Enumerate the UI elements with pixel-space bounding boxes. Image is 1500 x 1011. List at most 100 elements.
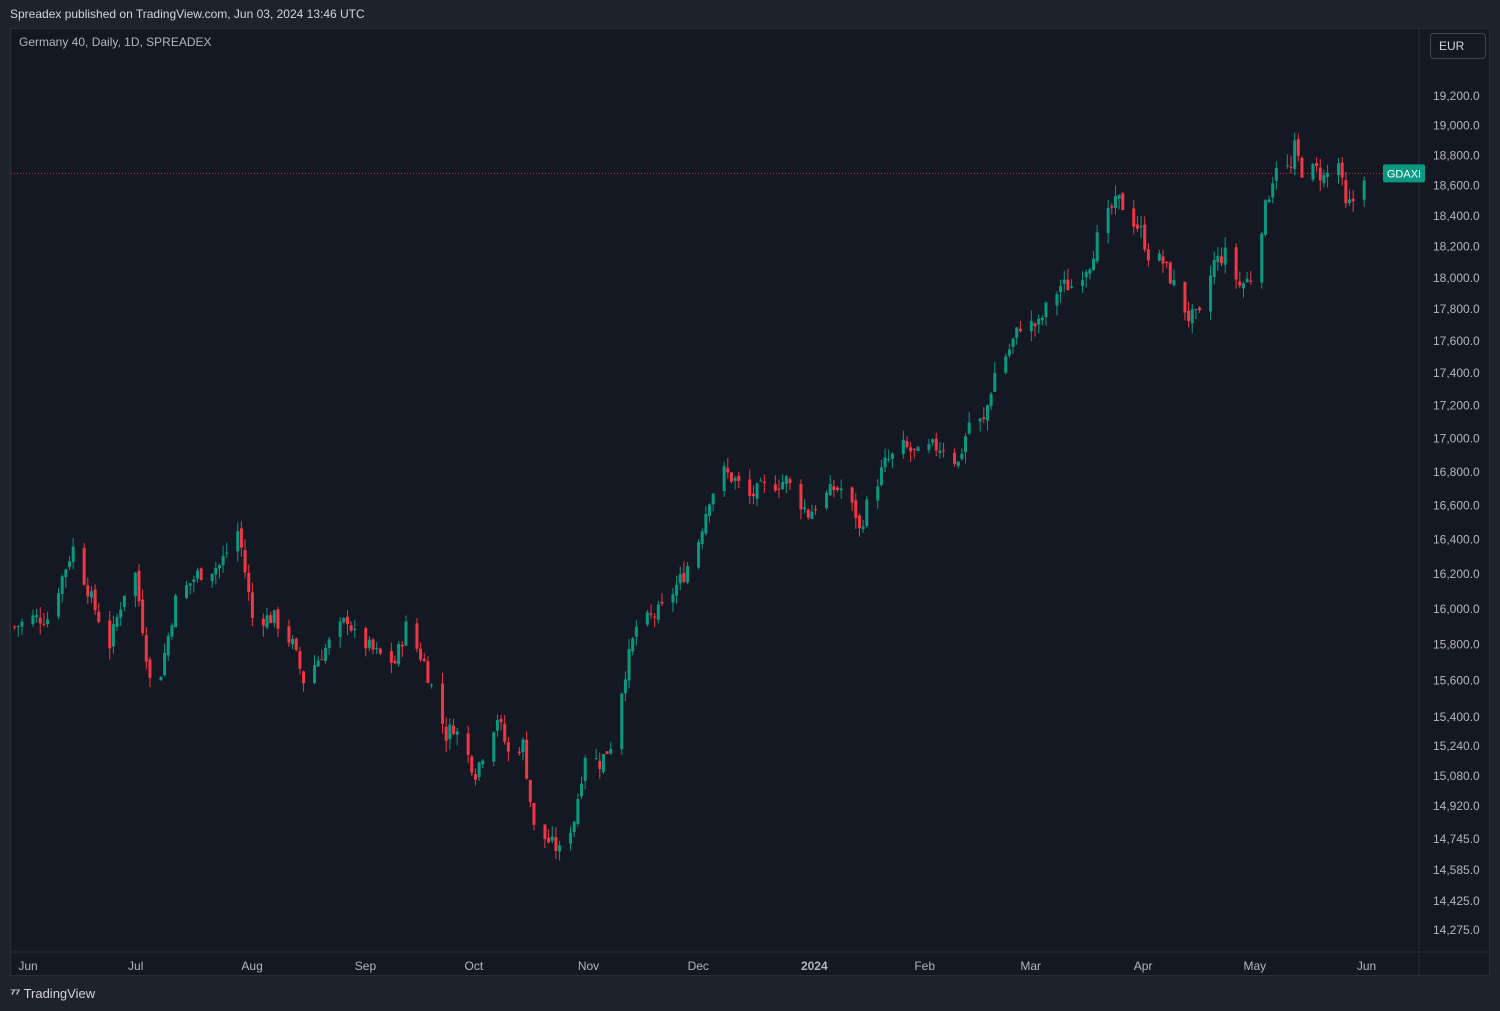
candle-body [810, 511, 814, 519]
candle-body [836, 487, 840, 490]
candle-body [978, 418, 982, 422]
price-tick-label: 15,080.0 [1433, 769, 1480, 783]
candle-body [726, 468, 730, 473]
candle-body [371, 639, 375, 650]
candle-body [349, 625, 353, 631]
candle-body [887, 459, 891, 461]
currency-button[interactable]: EUR [1430, 33, 1486, 59]
candle-body [569, 832, 573, 844]
candle-body [825, 492, 829, 509]
time-tick-label: Aug [241, 959, 262, 973]
candle-body [876, 486, 880, 501]
candle-body [799, 484, 803, 510]
candle-body [13, 626, 17, 628]
candlestick-chart[interactable]: 19,200.0 19,000.0 18,800.0 18,600.0 18,400.0… [11, 29, 1491, 977]
price-tick-label: 16,000.0 [1433, 602, 1480, 616]
candle-body [1044, 302, 1048, 318]
symbol-legend[interactable]: Germany 40, Daily, 1D, SPREADEX [19, 35, 212, 49]
candle-body [1362, 180, 1366, 200]
candle-body [269, 615, 273, 624]
candle-body [594, 758, 598, 760]
brand-label: TradingView [23, 985, 96, 1001]
candle-body [1029, 321, 1033, 332]
candle-body [748, 479, 752, 496]
candle-body [1095, 232, 1099, 262]
candle-body [905, 441, 909, 447]
candle-body [247, 572, 251, 593]
candle-body [170, 625, 174, 637]
price-tick-label: 14,425.0 [1433, 894, 1480, 908]
candle-body [353, 628, 357, 630]
candle-body [1267, 199, 1271, 203]
price-tick-label: 18,600.0 [1433, 178, 1480, 192]
candle-body [1121, 193, 1125, 211]
chart-panel[interactable]: 19,200.0 19,000.0 18,800.0 18,600.0 18,400.0… [10, 28, 1491, 977]
candle-body [272, 610, 276, 623]
price-tick-label: 17,200.0 [1433, 399, 1480, 413]
candle-body [422, 658, 426, 662]
candle-body [452, 725, 456, 735]
candle-body [729, 472, 733, 482]
candle-body [298, 651, 302, 669]
candle-body [86, 585, 90, 597]
candle-body [188, 583, 192, 586]
candle-body [634, 626, 638, 637]
candle-body [649, 613, 653, 616]
candle-body [1220, 256, 1224, 264]
candle-body [364, 628, 368, 649]
candle-body [697, 542, 701, 568]
footer: ⁷⁷ TradingView [10, 985, 95, 1001]
candle-body [1135, 224, 1139, 229]
candle-body [250, 592, 254, 618]
symbol-badge-label: GDAXI [1387, 168, 1421, 180]
candle-body [623, 679, 627, 694]
candle-body [492, 732, 496, 762]
candle-body [137, 570, 141, 602]
candle-body [1084, 272, 1088, 278]
candle-body [1165, 261, 1169, 264]
candle-body [755, 483, 759, 499]
candle-body [517, 751, 521, 754]
candle-body [302, 671, 306, 684]
candle-body [1351, 198, 1355, 202]
candle-body [20, 621, 24, 627]
time-tick-label: Jul [128, 959, 143, 973]
candle-body [759, 480, 763, 482]
candle-body [773, 484, 777, 491]
candle-body [1271, 183, 1275, 198]
candle-body [214, 568, 218, 575]
tradingview-logo-icon[interactable]: ⁷⁷ [10, 985, 21, 1001]
candle-body [1092, 258, 1096, 271]
candle-body [956, 461, 960, 466]
candle-body [901, 439, 905, 454]
price-tick-label: 18,400.0 [1433, 209, 1480, 223]
candle-body [1015, 327, 1019, 339]
candle-body [16, 626, 20, 628]
candle-body [1066, 279, 1070, 291]
candle-body [174, 595, 178, 628]
candle-body [960, 453, 964, 459]
candle-body [404, 621, 408, 646]
candle-body [631, 638, 635, 652]
candle-body [108, 620, 112, 649]
candle-body [1172, 280, 1176, 286]
candle-body [115, 617, 119, 627]
candle-body [931, 439, 935, 443]
candle-body [967, 422, 971, 434]
candle-body [1018, 328, 1022, 332]
candle-body [159, 677, 163, 681]
candle-body [111, 624, 115, 647]
candle-body [558, 845, 562, 852]
candle-body [927, 444, 931, 450]
time-tick-label: Jun [1357, 959, 1376, 973]
candle-body [60, 576, 64, 594]
candle-body [243, 549, 247, 573]
candle-body [1260, 233, 1264, 283]
price-tick-label: 16,800.0 [1433, 465, 1480, 479]
candle-body [1315, 163, 1319, 166]
candle-body [148, 659, 152, 678]
candle-body [682, 572, 686, 582]
candle-body [678, 574, 682, 584]
candle-body [609, 748, 613, 754]
candle-body [1033, 323, 1037, 327]
